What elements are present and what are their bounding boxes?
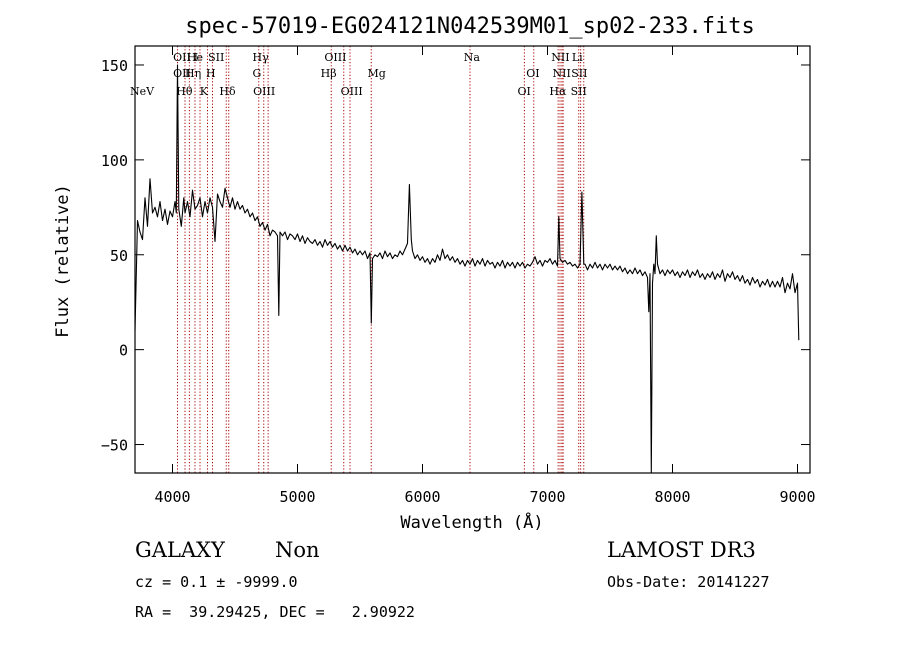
line-label-12: G	[253, 67, 262, 80]
line-label-10: Hδ	[219, 85, 236, 98]
line-label-20: OI	[518, 85, 531, 98]
line-label-23: Hα	[549, 85, 567, 98]
line-label-22: NII	[553, 67, 571, 80]
line-label-25: SII	[571, 67, 587, 80]
object-class: GALAXY	[135, 538, 225, 562]
line-label-1: OII	[173, 51, 191, 64]
line-label-0: NeV	[130, 85, 155, 98]
x-tick-label-0: 4000	[154, 488, 190, 506]
y-tick-label-4: 150	[101, 57, 128, 75]
line-label-5: Hη	[185, 67, 201, 80]
y-axis-label: Flux (relative)	[53, 184, 73, 338]
survey-name: LAMOST DR3	[607, 538, 756, 562]
chart-title: spec-57019-EG024121N042539M01_sp02-233.f…	[185, 14, 755, 39]
x-tick-label-5: 9000	[779, 488, 815, 506]
line-label-3: Hθ	[176, 85, 193, 98]
y-tick-label-2: 50	[110, 247, 128, 265]
line-label-24: Li	[572, 51, 583, 64]
plot-frame	[134, 45, 811, 474]
observation-date: Obs-Date: 20141227	[607, 573, 770, 591]
line-label-4: He	[187, 51, 203, 64]
object-subclass: Non	[275, 538, 320, 562]
x-tick-label-3: 7000	[529, 488, 565, 506]
x-tick-label-1: 5000	[279, 488, 315, 506]
line-label-26: SII	[571, 85, 587, 98]
x-tick-label-4: 8000	[654, 488, 690, 506]
line-label-19: OI	[526, 67, 539, 80]
x-axis-label: Wavelength (Å)	[400, 511, 543, 533]
y-tick-label-1: 0	[119, 342, 128, 360]
line-label-7: K	[200, 85, 209, 98]
line-label-13: OIII	[253, 85, 275, 98]
coordinates-line: RA = 39.29425, DEC = 2.90922	[135, 603, 415, 621]
y-tick-label-3: 100	[101, 152, 128, 170]
line-label-15: Hβ	[321, 67, 337, 80]
line-label-16: OIII	[341, 85, 363, 98]
line-label-18: Na	[464, 51, 481, 64]
line-label-17: Mg	[368, 67, 386, 80]
line-label-8: H	[206, 67, 216, 80]
line-label-21: NII	[551, 51, 569, 64]
x-tick-label-2: 6000	[404, 488, 440, 506]
spectrum-series-0	[134, 64, 800, 474]
line-label-6: I	[194, 51, 198, 64]
line-label-14: OIII	[324, 51, 346, 64]
redshift-line: cz = 0.1 ± -9999.0	[135, 573, 298, 591]
line-label-11: Hγ	[253, 51, 270, 64]
line-label-9: SII	[208, 51, 224, 64]
y-tick-label-0: −50	[101, 437, 128, 455]
